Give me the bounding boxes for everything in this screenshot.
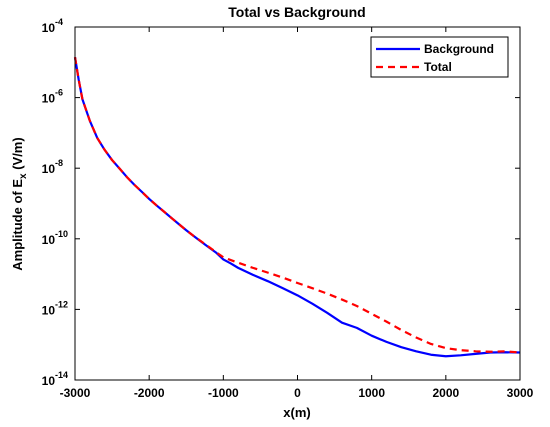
y-tick-exponent: -4 bbox=[55, 17, 63, 27]
x-tick-label: 0 bbox=[294, 386, 301, 400]
x-tick-label: 1000 bbox=[358, 386, 385, 400]
y-axis-label-suffix: (V/m) bbox=[10, 137, 25, 173]
y-tick-exponent: -12 bbox=[55, 299, 68, 309]
y-axis-label-subscript: x bbox=[18, 173, 29, 179]
y-tick-label: 10 bbox=[42, 374, 56, 388]
legend-box bbox=[370, 36, 509, 78]
legend-label-total: Total bbox=[424, 60, 452, 74]
y-tick-label: 10 bbox=[42, 162, 56, 176]
y-tick-exponent: -6 bbox=[55, 88, 63, 98]
x-tick-label: 3000 bbox=[507, 386, 534, 400]
legend: Background Total bbox=[370, 36, 509, 78]
y-tick-label: 10 bbox=[42, 92, 56, 106]
x-tick-label: 2000 bbox=[432, 386, 459, 400]
y-axis-label-prefix: Amplitude of E bbox=[10, 179, 25, 271]
x-axis-label: x(m) bbox=[283, 405, 310, 420]
x-tick-label: -3000 bbox=[60, 386, 91, 400]
y-tick-exponent: -8 bbox=[55, 158, 63, 168]
x-tick-label: -1000 bbox=[208, 386, 239, 400]
y-tick-exponent: -14 bbox=[55, 370, 68, 380]
series-line-total bbox=[73, 56, 521, 354]
legend-label-background: Background bbox=[424, 42, 494, 56]
y-tick-label: 10 bbox=[42, 233, 56, 247]
y-tick-label: 10 bbox=[42, 21, 56, 35]
series-layer bbox=[73, 56, 521, 358]
y-tick-exponent: -10 bbox=[55, 229, 68, 239]
y-axis-label: Amplitude of Ex (V/m) bbox=[10, 137, 29, 270]
ticks-layer: -3000 -2000 -1000 0 1000 2000 300010-410-610-8… bbox=[42, 17, 534, 400]
y-tick-label: 10 bbox=[42, 303, 56, 317]
x-tick-label: -2000 bbox=[134, 386, 165, 400]
plot-area bbox=[75, 27, 520, 380]
chart-title: Total vs Background bbox=[228, 4, 365, 20]
